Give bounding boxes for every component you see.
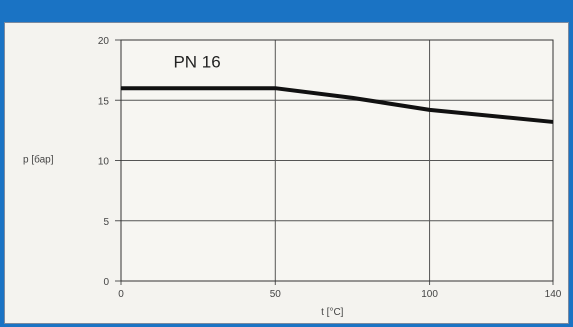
x-tick-label: 140 (545, 289, 562, 300)
data-point (121, 88, 122, 89)
data-point (352, 97, 353, 98)
chart-svg: 0 5 10 15 20 0 50 100 140 p [бар] t [°C] PN 16 (5, 23, 570, 325)
y-tick-label: 15 (98, 96, 110, 107)
y-tick-label: 5 (103, 217, 109, 228)
data-point (275, 88, 276, 89)
y-axis-label: p [бар] (23, 154, 54, 166)
data-point (429, 109, 430, 110)
series-label: PN 16 (173, 53, 220, 72)
x-tick-label: 100 (421, 289, 438, 300)
x-tick-label: 50 (270, 289, 282, 300)
data-point (553, 121, 554, 122)
y-tick-label: 20 (98, 36, 110, 47)
chart-panel: 0 5 10 15 20 0 50 100 140 p [бар] t [°C] PN 16 (4, 22, 569, 324)
x-tick-label: 0 (118, 289, 124, 300)
x-axis-label: t [°C] (321, 307, 344, 318)
y-tick-label: 10 (98, 157, 110, 168)
y-tick-label: 0 (103, 277, 109, 288)
header-bar (0, 0, 573, 22)
